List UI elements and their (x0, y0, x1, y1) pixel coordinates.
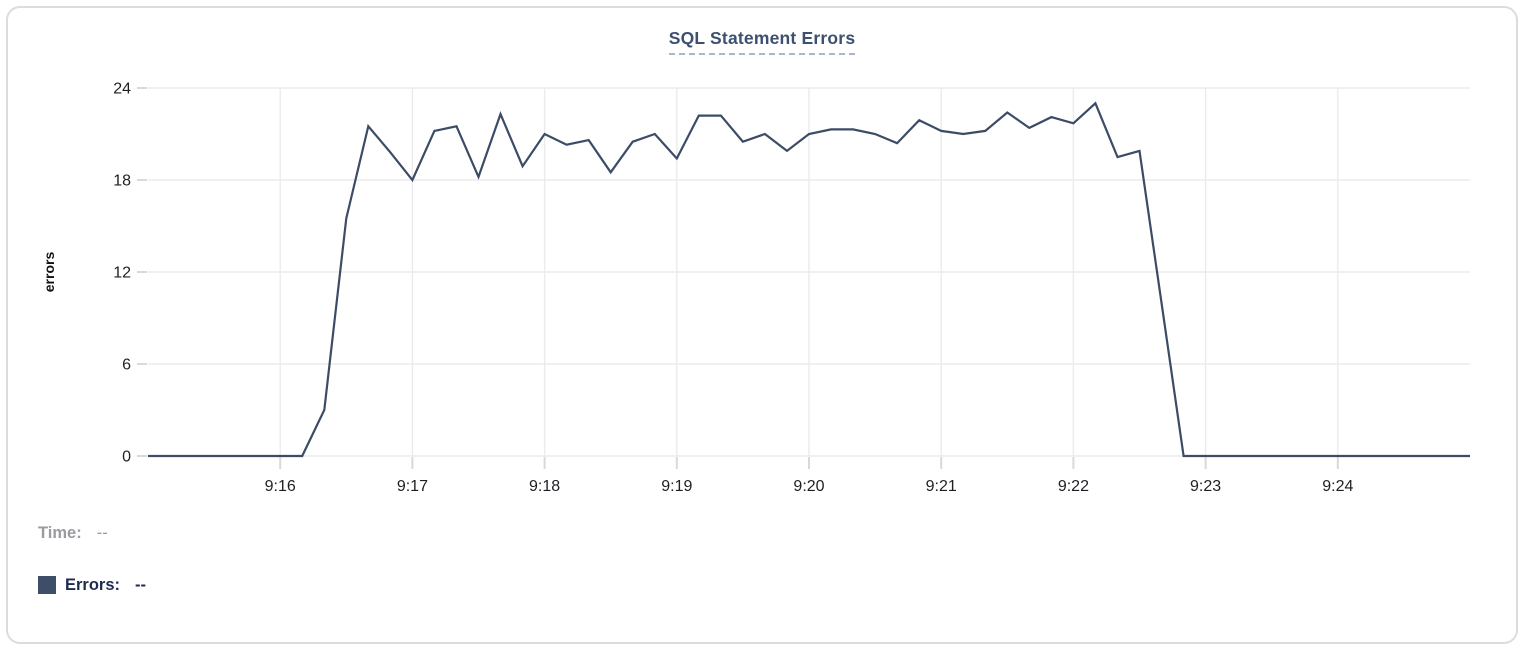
svg-text:24: 24 (113, 81, 131, 98)
svg-text:9:17: 9:17 (397, 478, 428, 495)
svg-text:9:16: 9:16 (265, 478, 296, 495)
svg-text:9:18: 9:18 (529, 478, 560, 495)
errors-series-swatch (38, 576, 56, 594)
errors-label: Errors: (65, 575, 121, 594)
chart-legend: Time: -- Errors: -- (38, 522, 1516, 596)
svg-text:6: 6 (122, 357, 131, 374)
sql-statement-errors-chart[interactable]: 0 6 12 18 24 9:16 9:17 9:18 9:19 9:20 9:21 9:22 9:23… (8, 66, 1518, 514)
svg-text:12: 12 (113, 265, 131, 282)
svg-text:18: 18 (113, 173, 131, 190)
svg-text:9:21: 9:21 (926, 478, 957, 495)
time-label: Time: (38, 523, 82, 542)
errors-value: -- (135, 575, 147, 594)
chart-header: SQL Statement Errors (8, 28, 1516, 60)
legend-errors-row: Errors: -- (38, 574, 1516, 596)
time-value: -- (96, 523, 108, 542)
svg-text:9:23: 9:23 (1190, 478, 1221, 495)
svg-text:0: 0 (122, 449, 131, 466)
chart-card: SQL Statement Errors 0 6 12 18 24 9:16 9:17 9:1… (6, 6, 1518, 644)
svg-text:9:19: 9:19 (661, 478, 692, 495)
svg-text:9:22: 9:22 (1058, 478, 1089, 495)
legend-time-row: Time: -- (38, 522, 1516, 544)
chart-title[interactable]: SQL Statement Errors (668, 28, 856, 55)
svg-text:9:24: 9:24 (1322, 478, 1353, 495)
svg-text:9:20: 9:20 (793, 478, 824, 495)
svg-text:errors: errors (41, 252, 57, 293)
